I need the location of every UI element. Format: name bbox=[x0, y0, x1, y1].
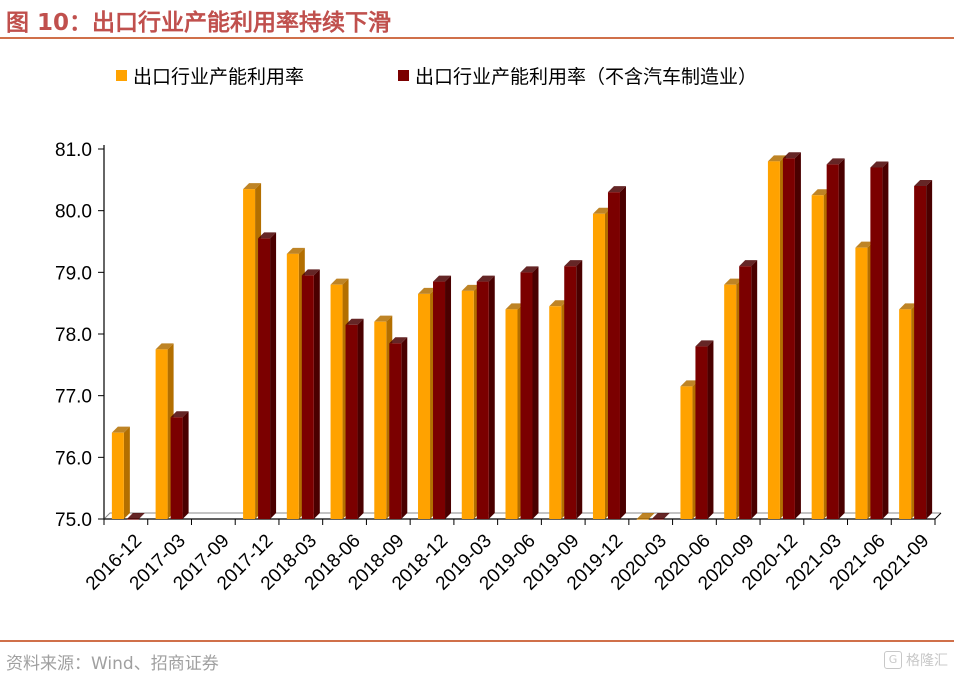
bar-series-2 bbox=[389, 337, 408, 519]
watermark-text: 格隆汇 bbox=[906, 653, 948, 669]
bar-series-2 bbox=[564, 260, 583, 519]
floor-right-edge bbox=[934, 512, 942, 520]
bar-series-2 bbox=[870, 161, 889, 519]
legend-item-series-1: 出口行业产能利用率 bbox=[116, 62, 304, 89]
bar-series-2 bbox=[301, 269, 320, 519]
bar-series-2 bbox=[170, 411, 189, 519]
y-tick-label: 76.0 bbox=[55, 448, 92, 469]
y-tick-label: 77.0 bbox=[55, 387, 92, 408]
legend-label-series-2: 出口行业产能利用率（不含汽车制造业） bbox=[415, 66, 758, 88]
bar-series-2 bbox=[651, 513, 670, 520]
bar-series-2 bbox=[607, 186, 626, 519]
legend-label-series-1: 出口行业产能利用率 bbox=[133, 66, 305, 88]
bar-series-1 bbox=[111, 426, 130, 519]
legend-item-series-2: 出口行业产能利用率（不含汽车制造业） bbox=[398, 62, 757, 89]
watermark: G 格隆汇 bbox=[884, 650, 948, 670]
bar-series-2 bbox=[695, 340, 714, 519]
bar-chart: 75.076.077.078.079.080.081.02016-122017-… bbox=[55, 140, 942, 595]
watermark-logo-icon: G bbox=[884, 651, 902, 669]
bar-series-2 bbox=[476, 275, 495, 519]
footer-divider bbox=[0, 640, 954, 642]
bar-series-2 bbox=[520, 266, 539, 519]
legend-swatch-series-1 bbox=[116, 70, 127, 81]
bar-series-2 bbox=[126, 513, 145, 520]
bar-series-2 bbox=[782, 152, 801, 519]
legend-swatch-series-2 bbox=[398, 70, 409, 81]
y-tick-label: 81.0 bbox=[55, 140, 92, 161]
y-tick-label: 80.0 bbox=[55, 202, 92, 223]
y-tick-label: 79.0 bbox=[55, 263, 92, 284]
bar-series-2 bbox=[914, 180, 933, 519]
bar-series-1 bbox=[636, 513, 655, 520]
y-tick-label: 78.0 bbox=[55, 325, 92, 346]
page-title: 图 10：出口行业产能利用率持续下滑 bbox=[6, 10, 392, 36]
title-divider bbox=[0, 37, 954, 39]
bar-series-2 bbox=[433, 275, 452, 519]
title-bar: 图 10：出口行业产能利用率持续下滑 bbox=[0, 0, 954, 39]
bar-series-2 bbox=[739, 260, 758, 519]
source-note: 资料来源：Wind、招商证券 bbox=[6, 654, 219, 674]
bar-series-2 bbox=[345, 318, 364, 519]
chart-legend: 出口行业产能利用率 出口行业产能利用率（不含汽车制造业） bbox=[0, 62, 954, 92]
y-tick-label: 75.0 bbox=[55, 510, 92, 531]
bar-series-2 bbox=[258, 232, 277, 519]
bar-series-2 bbox=[826, 158, 845, 519]
